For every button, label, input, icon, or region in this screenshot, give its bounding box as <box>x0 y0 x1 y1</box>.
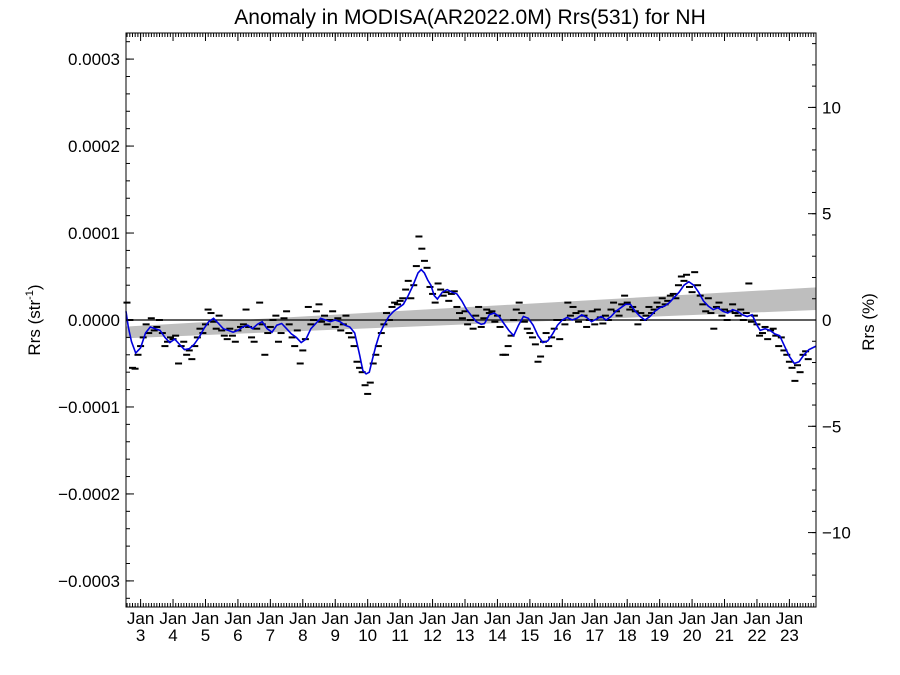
right-y-tick-label: 10 <box>822 98 841 117</box>
x-tick-label-year: 17 <box>585 626 604 645</box>
x-tick-label-year: 12 <box>423 626 442 645</box>
x-tick-label-month: Jan <box>549 609 576 628</box>
left-y-tick-label: 0.0003 <box>68 50 120 69</box>
left-y-axis-label-sup: -1 <box>24 290 36 300</box>
x-tick-label-year: 5 <box>201 626 210 645</box>
x-tick-label-year: 4 <box>168 626 177 645</box>
x-tick-label-month: Jan <box>646 609 673 628</box>
x-tick-label-month: Jan <box>711 609 738 628</box>
x-tick-label-month: Jan <box>159 609 186 628</box>
x-tick-label-year: 19 <box>650 626 669 645</box>
trend-band-layer <box>126 287 816 339</box>
axis-ticks-layer <box>126 33 816 607</box>
left-y-tick-label: 0.0001 <box>68 224 120 243</box>
x-tick-label-month: Jan <box>678 609 705 628</box>
x-tick-label-year: 10 <box>358 626 377 645</box>
x-tick-label-year: 15 <box>520 626 539 645</box>
left-y-tick-labels: 0.0003 0.0002 0.0001 0.0000 −0.0001 −0.0002 −0… <box>58 50 120 591</box>
right-y-tick-label: −10 <box>822 524 851 543</box>
right-y-tick-labels: 10 5 0 −5 −10 <box>822 98 851 542</box>
x-tick-label-month: Jan <box>613 609 640 628</box>
x-tick-label-month: Jan <box>257 609 284 628</box>
x-tick-label-month: Jan <box>743 609 770 628</box>
x-tick-label-month: Jan <box>386 609 413 628</box>
x-tick-label-year: 16 <box>553 626 572 645</box>
x-tick-label-year: 11 <box>391 626 409 645</box>
x-tick-label-year: 18 <box>618 626 637 645</box>
x-tick-label-month: Jan <box>451 609 478 628</box>
x-tick-label-year: 6 <box>233 626 242 645</box>
x-tick-label-year: 21 <box>715 626 734 645</box>
x-tick-label-year: 9 <box>331 626 340 645</box>
x-tick-label-year: 3 <box>136 626 145 645</box>
left-y-tick-label: 0.0002 <box>68 137 120 156</box>
x-tick-label-year: 13 <box>456 626 475 645</box>
x-tick-labels: Jan3Jan4Jan5Jan6Jan7Jan8Jan9Jan10Jan11Ja… <box>127 609 803 645</box>
smoothed-series-line <box>125 268 817 375</box>
trend-band <box>126 287 816 339</box>
x-tick-label-month: Jan <box>516 609 543 628</box>
x-tick-label-month: Jan <box>322 609 349 628</box>
left-y-axis-label-close: ) <box>25 284 44 290</box>
x-tick-label-month: Jan <box>776 609 803 628</box>
smooth-line-layer <box>125 268 817 375</box>
right-y-tick-label: −5 <box>822 417 841 436</box>
x-tick-label-year: 7 <box>266 626 275 645</box>
left-y-tick-label: −0.0003 <box>58 572 120 591</box>
left-y-tick-label: −0.0001 <box>58 398 120 417</box>
left-y-axis-label: Rrs (str-1) <box>24 284 44 355</box>
x-tick-label-month: Jan <box>224 609 251 628</box>
left-y-axis-label-text: Rrs (str <box>25 300 44 356</box>
x-tick-label-month: Jan <box>192 609 219 628</box>
x-tick-label-year: 8 <box>298 626 307 645</box>
x-tick-label-year: 23 <box>780 626 799 645</box>
right-y-tick-label: 0 <box>822 311 831 330</box>
x-tick-label-year: 20 <box>683 626 702 645</box>
x-tick-label-year: 22 <box>747 626 766 645</box>
x-tick-label-month: Jan <box>419 609 446 628</box>
right-y-axis-label: Rrs (%) <box>859 293 878 351</box>
x-tick-label-month: Jan <box>581 609 608 628</box>
chart-title: Anomaly in MODISA(AR2022.0M) Rrs(531) fo… <box>234 6 705 29</box>
x-tick-label-month: Jan <box>484 609 511 628</box>
x-tick-label-month: Jan <box>127 609 154 628</box>
x-tick-label-year: 14 <box>488 626 507 645</box>
right-y-tick-label: 5 <box>822 205 831 224</box>
left-y-tick-label: −0.0002 <box>58 485 120 504</box>
x-tick-label-month: Jan <box>354 609 381 628</box>
x-tick-label-month: Jan <box>289 609 316 628</box>
left-y-tick-label: 0.0000 <box>68 311 120 330</box>
